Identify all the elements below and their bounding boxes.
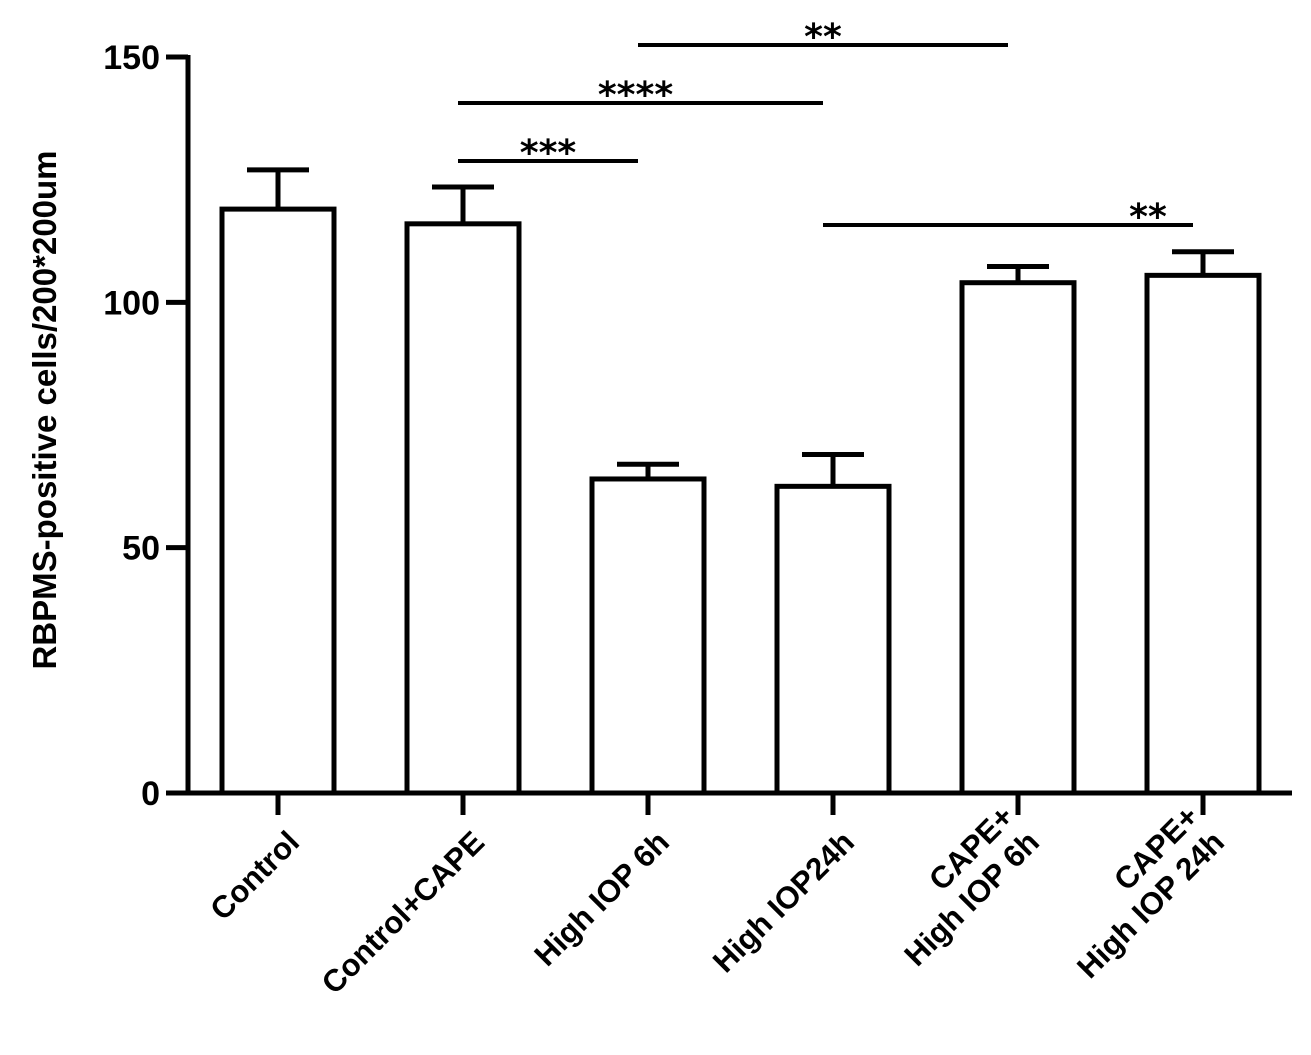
significance-annotations: *********** [458, 17, 1193, 238]
bar [219, 206, 337, 796]
bars [219, 167, 1262, 796]
category-label-group: High IOP24h [706, 824, 861, 979]
significance-label: *** [520, 133, 577, 174]
bar [589, 476, 707, 796]
category-label: Control+CAPE [315, 824, 491, 1000]
bar [959, 280, 1077, 796]
significance-label: ** [1129, 197, 1167, 238]
category-label-group: Control+CAPE [315, 824, 491, 1000]
bar [774, 483, 892, 796]
category-label: High IOP 6h [527, 824, 676, 973]
category-label-group: CAPE+High IOP 24h [1070, 799, 1231, 985]
bar [1144, 272, 1262, 796]
y-tick-label: 50 [122, 530, 160, 568]
bar [404, 221, 522, 796]
y-tick-label: 150 [103, 39, 160, 77]
significance-label: **** [598, 75, 673, 116]
category-label-group: Control [203, 824, 306, 927]
category-label-group: High IOP 6h [527, 824, 676, 973]
y-tick-label: 0 [141, 775, 160, 813]
significance-label: ** [804, 17, 842, 58]
y-tick-label: 100 [103, 284, 160, 322]
category-label: Control [203, 824, 306, 927]
category-label: High IOP24h [706, 824, 861, 979]
category-label-group: CAPE+High IOP 6h [897, 799, 1046, 973]
axes: 0 50 100 150 RBPMS-positive cells/200*200um [26, 39, 1292, 815]
category-labels: Control Control+CAPE High IOP 6h High IOP24… [203, 799, 1231, 1001]
y-axis-label: RBPMS-positive cells/200*200um [26, 150, 63, 669]
